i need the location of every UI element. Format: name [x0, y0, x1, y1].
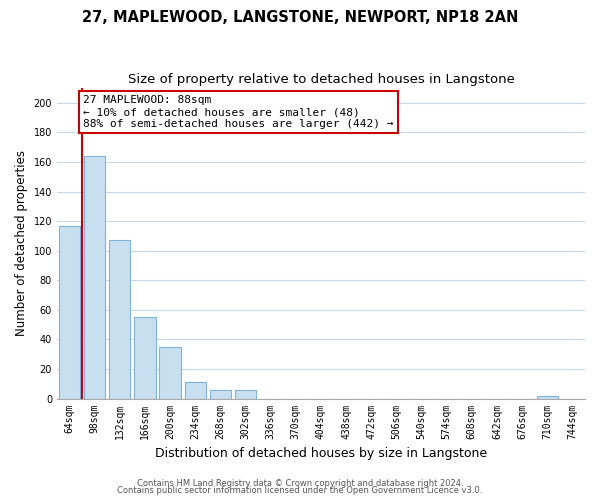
X-axis label: Distribution of detached houses by size in Langstone: Distribution of detached houses by size … [155, 447, 487, 460]
Bar [185, 382, 206, 398]
Bar [84, 156, 106, 398]
Y-axis label: Number of detached properties: Number of detached properties [15, 150, 28, 336]
Bar [160, 347, 181, 399]
Bar [59, 226, 80, 398]
Bar [209, 390, 231, 398]
Text: Contains HM Land Registry data © Crown copyright and database right 2024.: Contains HM Land Registry data © Crown c… [137, 478, 463, 488]
Text: 27, MAPLEWOOD, LANGSTONE, NEWPORT, NP18 2AN: 27, MAPLEWOOD, LANGSTONE, NEWPORT, NP18 … [82, 10, 518, 25]
Bar [109, 240, 130, 398]
Bar [134, 317, 155, 398]
Bar [235, 390, 256, 398]
Text: 27 MAPLEWOOD: 88sqm
← 10% of detached houses are smaller (48)
88% of semi-detach: 27 MAPLEWOOD: 88sqm ← 10% of detached ho… [83, 96, 394, 128]
Bar [536, 396, 558, 398]
Text: Contains public sector information licensed under the Open Government Licence v3: Contains public sector information licen… [118, 486, 482, 495]
Title: Size of property relative to detached houses in Langstone: Size of property relative to detached ho… [128, 72, 514, 86]
